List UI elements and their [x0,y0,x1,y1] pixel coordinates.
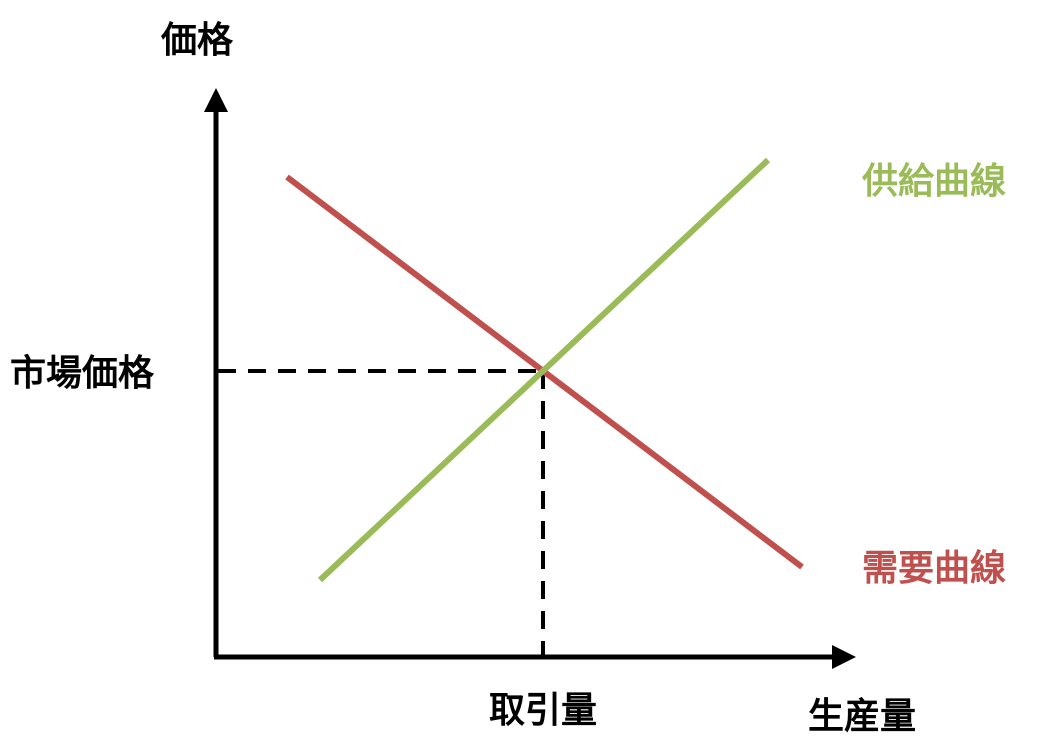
price-label: 市場価格 [10,353,155,394]
demand-label: 需要曲線 [862,548,1006,589]
x-axis-label: 生産量 [808,696,916,735]
x-axis-arrow [832,645,856,669]
supply-label: 供給曲線 [862,161,1006,202]
y-axis-arrow [204,88,228,112]
supply-curve [317,157,771,583]
quantity-label: 取引量 [489,690,597,731]
y-axis-label: 価格 [160,20,234,61]
axes [204,88,856,669]
